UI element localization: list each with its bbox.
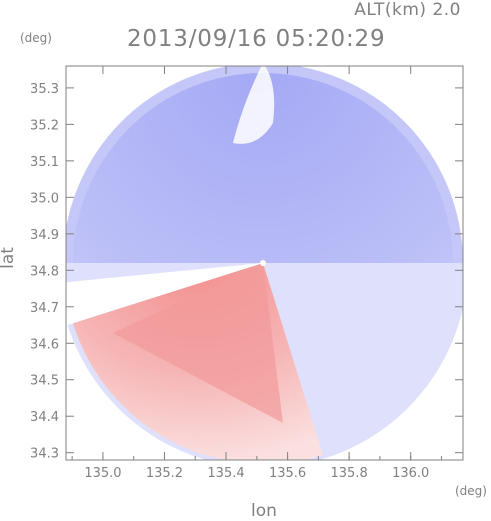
y-tick-label: 35.3: [30, 82, 59, 97]
x-tick-label: 135.4: [207, 466, 244, 481]
y-tick-label: 35.0: [30, 191, 59, 206]
chart-title: 2013/09/16 05:20:29: [127, 26, 386, 52]
y-axis-unit: (deg): [20, 31, 52, 45]
y-tick-label: 34.8: [30, 264, 59, 279]
y-axis-ticks: 34.3 34.4 34.5 34.6 34.7 34.8 34.9 35.0 35.1 35.2…: [30, 82, 463, 462]
blind-sector: [66, 263, 263, 326]
plot-frame: [65, 65, 464, 461]
x-tick-label: 135.8: [331, 466, 368, 481]
y-tick-label: 34.9: [30, 228, 59, 243]
receding-core: [112, 263, 283, 423]
altitude-label: ALT(km) 2.0: [354, 0, 461, 20]
x-axis-unit: (deg): [455, 484, 487, 498]
no-echo-gap: [232, 66, 275, 144]
x-tick-label: 135.2: [146, 466, 183, 481]
x-tick-label: 135.6: [269, 466, 306, 481]
y-tick-label: 34.5: [30, 374, 59, 389]
y-tick-label: 35.1: [30, 155, 59, 170]
y-tick-label: 34.7: [30, 301, 59, 316]
x-tick-label: 135.0: [84, 466, 121, 481]
plot-border: [65, 65, 464, 461]
y-tick-label: 34.6: [30, 337, 59, 352]
x-tick-label: 136.0: [392, 466, 429, 481]
y-tick-label: 34.3: [30, 447, 59, 462]
radar-site: [259, 260, 266, 266]
x-axis-label: lon: [251, 501, 277, 521]
x-axis-ticks: 135.0 135.2 135.4 135.6 135.8 136.0: [71, 66, 442, 481]
velocity-field: [66, 66, 463, 460]
y-tick-label: 34.4: [30, 410, 59, 425]
y-tick-label: 35.2: [30, 118, 59, 133]
